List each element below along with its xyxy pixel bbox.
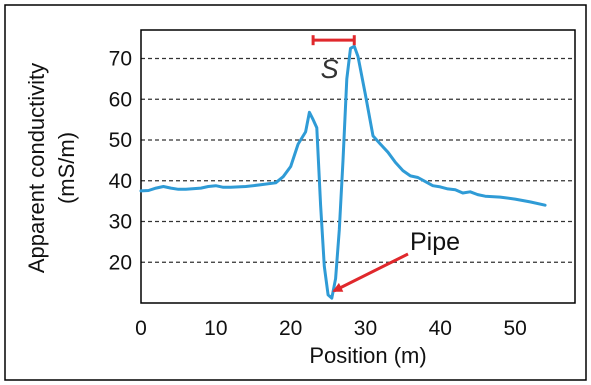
- x-tick-labels: 0 10 20 30 40 50: [135, 317, 527, 340]
- y-tick-label-20: 20: [109, 251, 132, 274]
- x-tick-label-50: 50: [503, 317, 526, 340]
- x-tick-label-40: 40: [429, 317, 452, 340]
- figure-border: [4, 4, 587, 381]
- pipe-label: Pipe: [410, 228, 460, 256]
- y-tick-label-60: 60: [109, 88, 132, 111]
- s-label: S: [321, 54, 339, 84]
- conductivity-series-line: [139, 44, 547, 300]
- x-axis-title: Position (m): [309, 343, 426, 368]
- y-axis-title-line1: Apparent conductivity: [24, 63, 49, 273]
- s-range-bracket: [311, 35, 356, 46]
- x-tick-label-0: 0: [135, 317, 147, 340]
- x-tick-label-20: 20: [279, 317, 302, 340]
- x-tick-label-30: 30: [354, 317, 377, 340]
- y-tick-label-40: 40: [109, 170, 132, 193]
- plot-area-frame: [140, 29, 576, 304]
- y-tick-label-50: 50: [109, 129, 132, 152]
- y-tick-label-70: 70: [109, 48, 132, 71]
- y-axis-title-line2: (mS/m): [54, 132, 79, 204]
- y-tick-label-30: 30: [109, 211, 132, 234]
- x-tick-label-10: 10: [204, 317, 227, 340]
- gridlines: [141, 57, 575, 263]
- pipe-arrow: [332, 252, 409, 293]
- y-tick-labels: 20 30 40 50 60 70: [109, 48, 132, 275]
